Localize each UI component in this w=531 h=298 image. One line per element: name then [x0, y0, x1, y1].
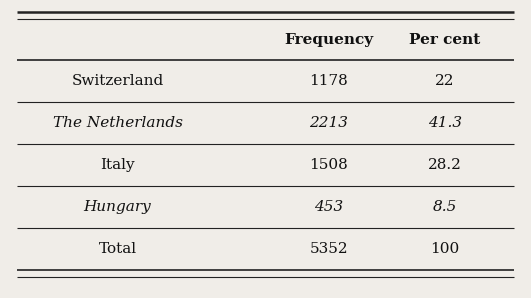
Text: The Netherlands: The Netherlands — [53, 116, 183, 130]
Text: Per cent: Per cent — [409, 33, 481, 47]
Text: 453: 453 — [314, 200, 344, 214]
Text: 5352: 5352 — [310, 242, 348, 256]
Text: 8.5: 8.5 — [433, 200, 457, 214]
Text: 1508: 1508 — [310, 158, 348, 172]
Text: Total: Total — [99, 242, 136, 256]
Text: 100: 100 — [431, 242, 460, 256]
Text: 22: 22 — [435, 74, 455, 89]
Text: 28.2: 28.2 — [428, 158, 462, 172]
Text: Italy: Italy — [100, 158, 135, 172]
Text: 2213: 2213 — [310, 116, 348, 130]
Text: 1178: 1178 — [310, 74, 348, 89]
Text: Hungary: Hungary — [84, 200, 151, 214]
Text: 41.3: 41.3 — [428, 116, 462, 130]
Text: Switzerland: Switzerland — [72, 74, 164, 89]
Text: Frequency: Frequency — [284, 33, 373, 47]
